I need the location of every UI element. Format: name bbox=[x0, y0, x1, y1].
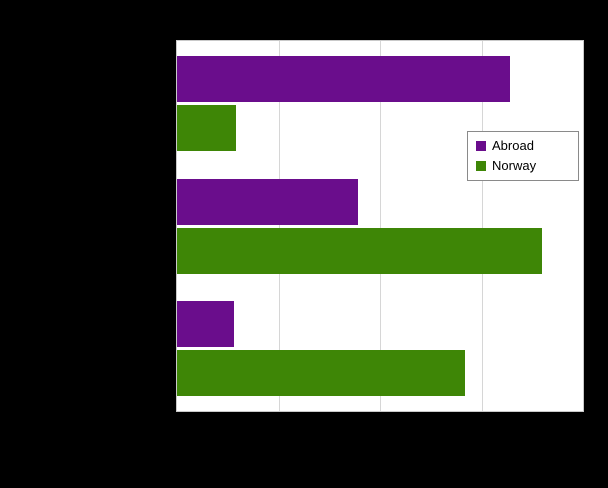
legend-label-abroad: Abroad bbox=[492, 138, 534, 153]
plot-area: Abroad Norway bbox=[176, 40, 584, 412]
bar-norway-group-3 bbox=[177, 350, 466, 396]
bar-norway-group-1 bbox=[177, 105, 236, 151]
legend-label-norway: Norway bbox=[492, 158, 537, 173]
legend-item-abroad: Abroad bbox=[476, 136, 570, 156]
abroad-swatch bbox=[476, 141, 486, 151]
legend: Abroad Norway bbox=[467, 131, 579, 181]
bar-abroad-group-3 bbox=[177, 301, 234, 347]
norway-swatch bbox=[476, 161, 486, 171]
bar-abroad-group-1 bbox=[177, 56, 510, 102]
gridline bbox=[481, 41, 483, 411]
gridline bbox=[380, 41, 381, 411]
bar-abroad-group-2 bbox=[177, 179, 358, 225]
legend-item-norway: Norway bbox=[476, 156, 570, 176]
gridline bbox=[278, 41, 280, 411]
bar-norway-group-2 bbox=[177, 228, 543, 274]
